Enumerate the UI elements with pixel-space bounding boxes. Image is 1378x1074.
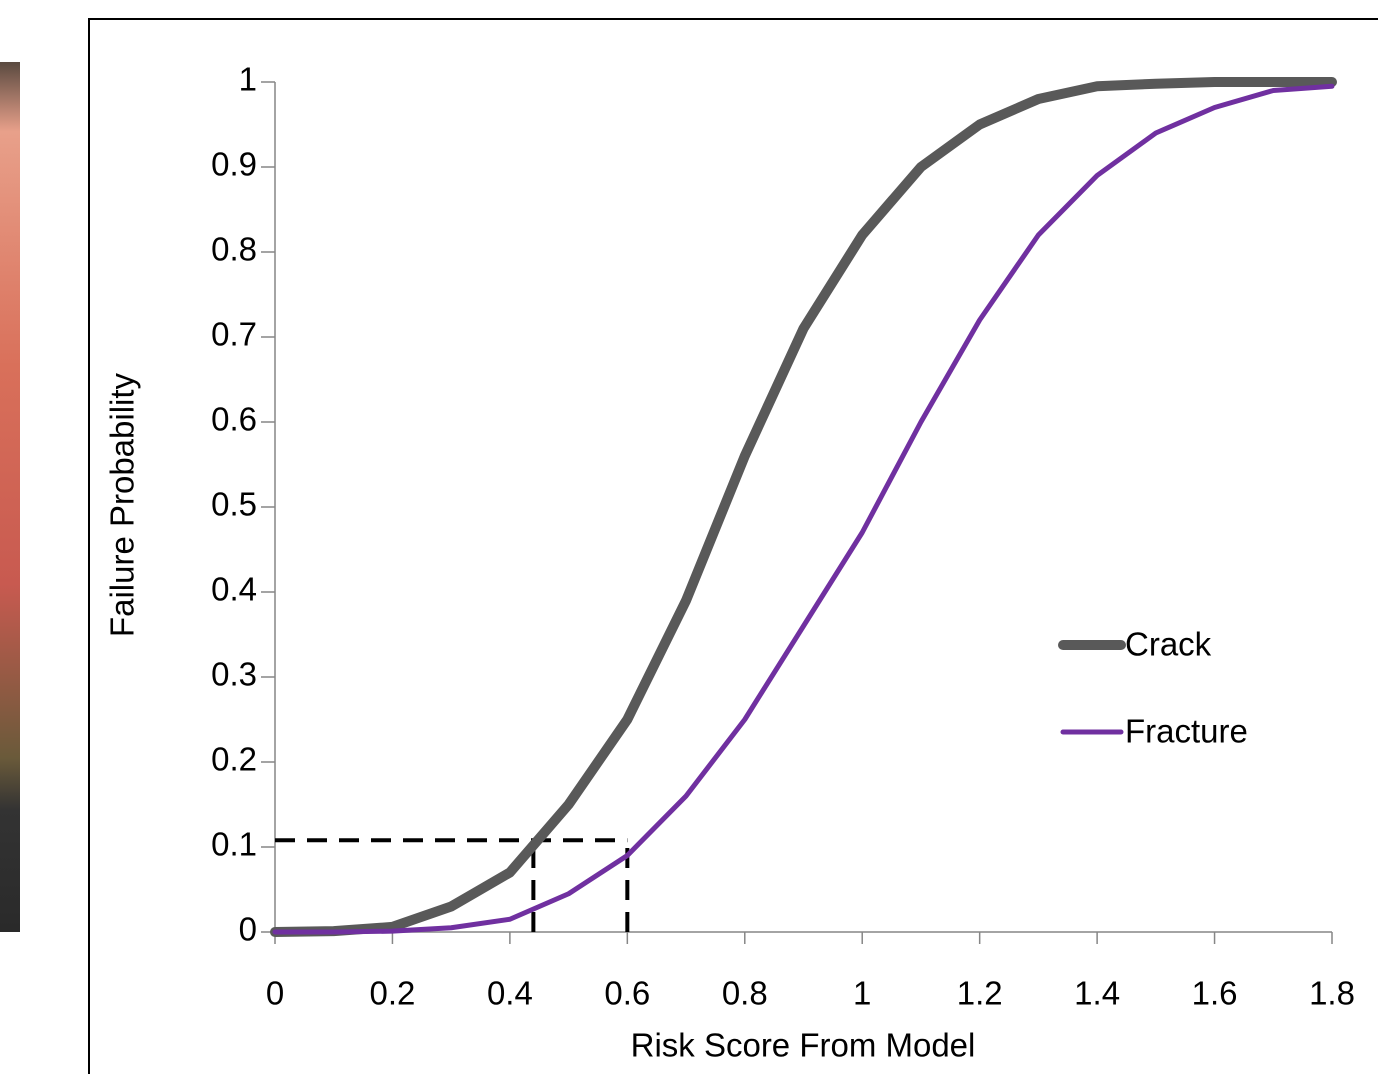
y-tick-label: 0.1 [211,826,257,863]
x-tick-label: 0.2 [370,975,416,1012]
x-tick-label: 1.2 [957,975,1003,1012]
x-tick-label: 1.6 [1192,975,1238,1012]
x-tick-label: 1.8 [1309,975,1355,1012]
y-tick-label: 0.7 [211,316,257,353]
series-line [270,77,1337,937]
series-line [272,83,1335,935]
y-tick-label: 0.8 [211,231,257,268]
chart-frame [88,18,1378,1074]
x-axis-label: Risk Score From Model [631,1027,976,1064]
x-tick-label: 0 [266,975,284,1012]
x-tick-label: 1 [853,975,871,1012]
y-tick-label: 0.4 [211,571,257,608]
y-tick-label: 0.3 [211,656,257,693]
y-tick-label: 0.2 [211,741,257,778]
x-tick-label: 0.8 [722,975,768,1012]
y-tick-label: 1 [239,61,257,98]
x-tick-label: 1.4 [1074,975,1120,1012]
photo-fragment [0,62,20,932]
y-tick-label: 0.5 [211,486,257,523]
y-tick-label: 0.6 [211,401,257,438]
x-tick-label: 0.4 [487,975,533,1012]
legend-label: Fracture [1125,713,1248,750]
y-tick-label: 0 [239,911,257,948]
y-axis-label: Failure Probability [104,372,141,637]
legend-label: Crack [1125,626,1212,663]
y-tick-label: 0.9 [211,146,257,183]
x-tick-label: 0.6 [604,975,650,1012]
